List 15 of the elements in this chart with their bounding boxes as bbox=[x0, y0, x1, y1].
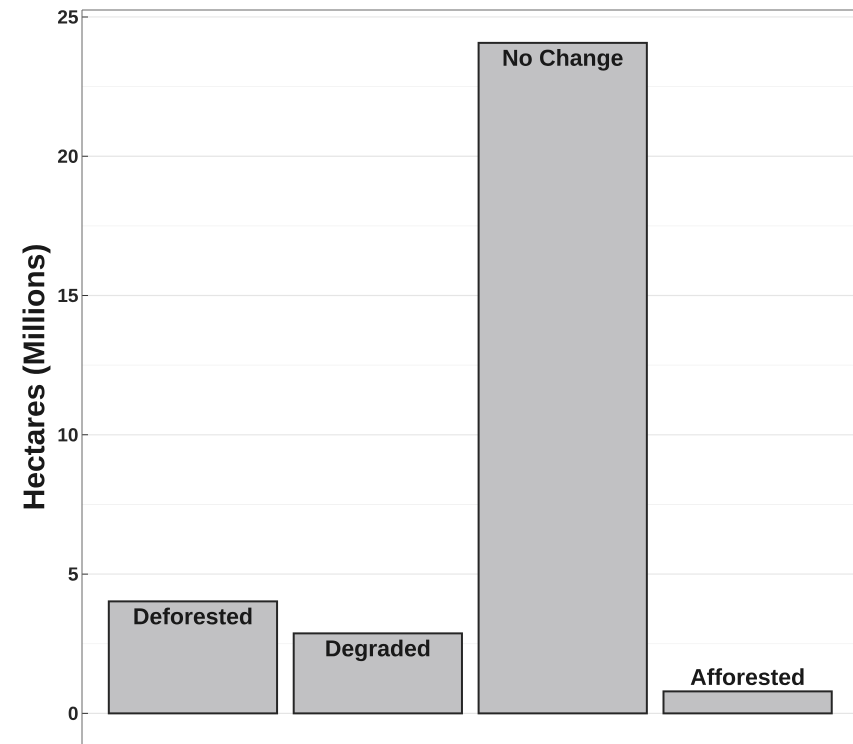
y-tick-label: 10 bbox=[58, 428, 78, 442]
y-tick-label: 5 bbox=[68, 567, 78, 581]
y-tick-label: 0 bbox=[68, 706, 78, 720]
x-tick-label: Deforested bbox=[134, 608, 252, 624]
x-tick-label: Afforested bbox=[690, 668, 804, 686]
x-tick-label: Degraded bbox=[326, 640, 430, 662]
y-tick-label: 15 bbox=[58, 288, 78, 302]
y-tick-label: 20 bbox=[58, 150, 78, 163]
bar bbox=[292, 632, 463, 714]
bar bbox=[108, 600, 278, 714]
y-tick-label: 25 bbox=[58, 10, 78, 24]
y-axis-title: Hectares (Millions) bbox=[22, 245, 50, 508]
x-tick-label: No Change bbox=[504, 49, 623, 71]
bar bbox=[662, 690, 833, 714]
bar bbox=[478, 42, 648, 714]
